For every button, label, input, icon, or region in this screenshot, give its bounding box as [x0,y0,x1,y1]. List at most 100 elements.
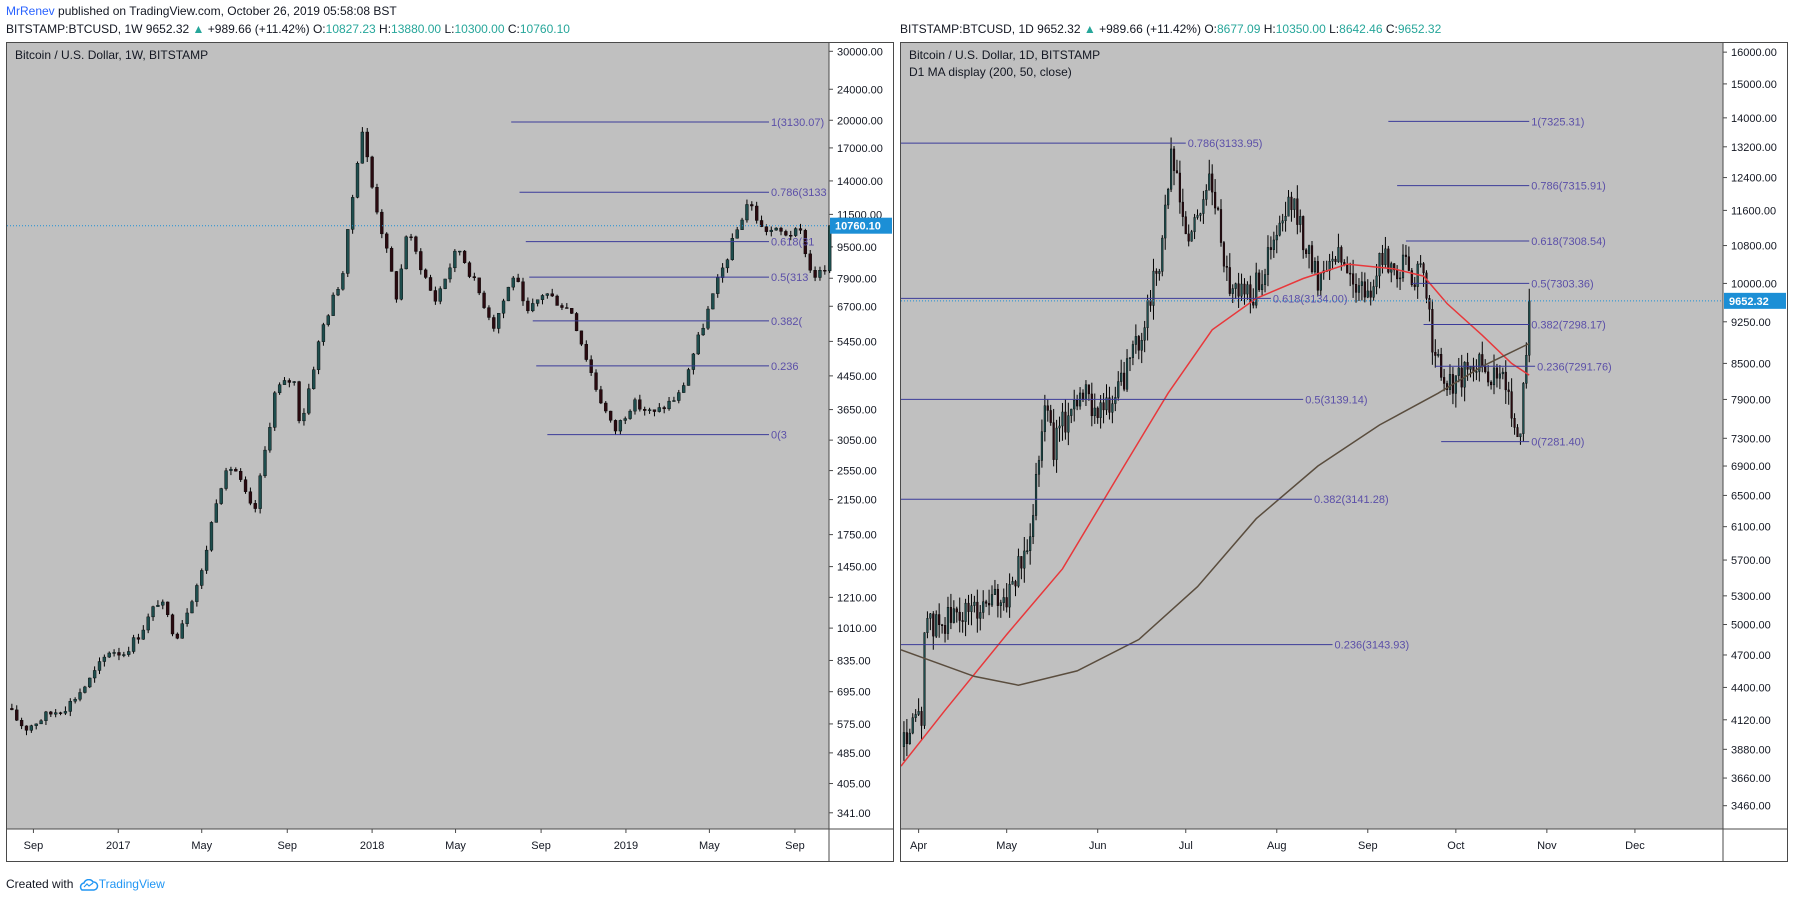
weekly-chart-svg[interactable]: 30000.00 24000.00 20000.00 17000.00 14000.00… [7,43,893,861]
y-tick-label: 1450.00 [837,562,877,574]
candle-body [1020,556,1023,569]
candle-body [1225,265,1228,268]
candle-body [1058,425,1061,429]
y-tick-label: 1010.00 [837,623,877,635]
candle-body [1475,371,1478,373]
chart-subtitle: D1 MA display (200, 50, close) [909,65,1072,79]
candle-body [769,229,773,232]
candle-body [1381,253,1384,265]
candle-body [462,250,467,263]
daily-chart-svg[interactable]: 16000.00 15000.00 14000.00 13200.00 12400.00… [901,43,1787,861]
candle-body [141,629,145,640]
ma50-line [901,263,1530,767]
candle-body [711,293,715,310]
candle-body [1064,411,1067,433]
plot-area[interactable] [7,43,829,829]
weekly-chart-panel[interactable]: 30000.00 24000.00 20000.00 17000.00 14000.00… [6,42,894,862]
candle-body [127,651,131,655]
close-value: 9652.32 [1397,22,1442,36]
candle-body [1172,148,1176,171]
candle-body [686,369,691,386]
candle-body [316,341,321,370]
fib-level-label: 1(3130.07) [771,117,824,129]
candle-body [1146,300,1149,328]
candle-body [1017,556,1020,587]
daily-chart-panel[interactable]: 16000.00 15000.00 14000.00 13200.00 12400.00… [900,42,1788,862]
candle-body [716,277,720,294]
candle-body [608,410,613,421]
candle-body [44,711,48,721]
candle-body [1067,415,1070,433]
candle-body [987,603,991,606]
chart-title: Bitcoin / U.S. Dollar, 1W, BITSTAMP [15,48,208,62]
candle-body [1528,300,1531,356]
candle-body [784,231,788,236]
candle-body [1275,234,1278,241]
candle-body [1231,288,1234,294]
fib-level-label: 0.236 [771,361,799,373]
fib-level-label: 1(7325.31) [1531,116,1584,128]
plot-area[interactable] [901,43,1723,829]
candle-body [1419,263,1422,265]
candle-body [1040,431,1043,461]
candle-body [1302,216,1305,251]
candle-body [360,131,365,164]
x-tick-label: 2018 [360,840,384,852]
candle-body [107,652,111,658]
candle-body [1287,196,1290,217]
candle-body [1037,460,1041,475]
candle-body [647,409,652,411]
candle-body [1522,383,1525,434]
price-axis[interactable] [1723,43,1787,829]
candle-body [579,330,584,345]
candle-body [613,420,618,432]
time-axis[interactable] [7,829,829,861]
candle-body [774,227,778,231]
candle-body [681,385,686,393]
x-tick-label: May [699,840,720,852]
author-link[interactable]: MrRenev [6,4,55,18]
published-text: published on TradingView.com, October 26… [58,4,397,18]
candle-body [1108,397,1111,413]
symbol-name: BITSTAMP:BTCUSD, 1D [900,22,1034,36]
candle-body [1211,173,1214,193]
high-value: 10350.00 [1275,22,1326,36]
candle-body [1219,209,1223,243]
candle-body [1246,284,1249,295]
ma200-line [901,342,1530,686]
candle-body [297,381,301,422]
candle-body [1099,402,1102,418]
candle-body [253,503,257,509]
candle-body [506,286,511,302]
tradingview-brand[interactable]: TradingView [98,877,165,891]
candle-body [1384,248,1387,265]
candle-body [497,313,501,329]
candle-body [1375,275,1378,287]
candle-body [779,227,783,232]
candle-body [599,389,603,404]
candle-body [935,614,938,637]
y-tick-label: 3880.00 [1731,744,1771,756]
candle-body [1093,407,1096,417]
candle-body [1155,270,1158,274]
candle-body [73,699,77,702]
candle-body [170,614,175,635]
candle-body [1290,196,1293,210]
time-axis[interactable] [901,829,1723,861]
candle-body [594,372,598,390]
candle-body [1023,550,1026,569]
candle-body [691,353,696,370]
last-price-tag [1724,292,1786,309]
low-label: L: [1329,22,1340,36]
candle-body [1299,216,1302,225]
y-tick-label: 15000.00 [1731,79,1777,91]
x-tick-label: Jun [1089,840,1107,852]
y-tick-label: 14000.00 [837,176,883,188]
candle-body [1440,354,1443,378]
y-tick-label: 6700.00 [837,301,877,313]
price-axis[interactable] [829,43,893,829]
x-tick-label: May [445,840,466,852]
candle-body [574,313,579,332]
fib-level-label: 0.618(31 [771,237,814,249]
candle-body [1293,198,1296,210]
